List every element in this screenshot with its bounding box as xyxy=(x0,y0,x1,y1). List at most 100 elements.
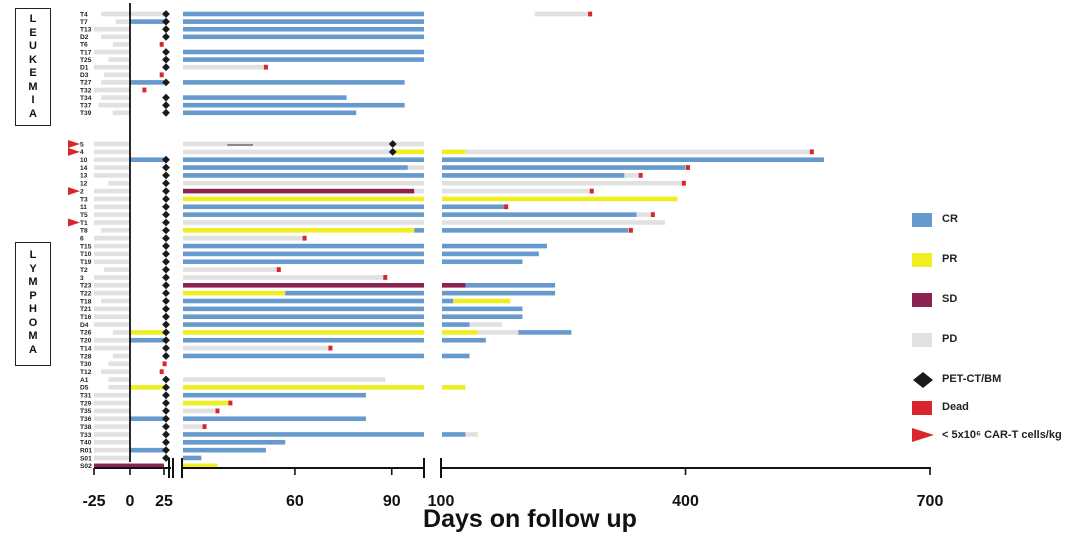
pet-marker-T35 xyxy=(162,407,170,415)
pre-bar-T31 xyxy=(94,392,130,398)
group-letter: M xyxy=(28,80,38,93)
pre-bar-S01 xyxy=(94,455,130,461)
group-letter: E xyxy=(29,67,37,79)
row-label-T20: T20 xyxy=(80,338,92,345)
legend-low-dose-icon xyxy=(912,428,934,442)
group-letter: A xyxy=(29,107,37,120)
legend-item-dead xyxy=(912,400,932,416)
pre-bar-T25 xyxy=(108,57,130,62)
bar-T7-CR-1 xyxy=(183,19,424,24)
pre-bar-T26 xyxy=(112,330,130,335)
pre-bar-T35 xyxy=(94,408,130,414)
bar-T15-CR-1 xyxy=(442,243,547,249)
pre-bar-11 xyxy=(94,204,130,210)
pre-bar-T5 xyxy=(94,212,130,217)
legend-swatch-pd xyxy=(912,333,932,347)
pet-marker-11 xyxy=(162,202,170,211)
dead-marker-T12 xyxy=(159,369,164,375)
row-label-D1: D1 xyxy=(80,65,89,72)
bar-T18-CR-1 xyxy=(442,298,454,304)
bar-T3-PR-1 xyxy=(442,196,678,202)
pet-marker-T1 xyxy=(162,218,170,227)
bar-T38-PD-0 xyxy=(183,424,205,429)
bar-S01-CR-0 xyxy=(183,455,202,461)
bar-D5-PR-2 xyxy=(442,385,466,390)
pet-marker-D5 xyxy=(162,383,170,392)
legend-label-pet: PET-CT/BM xyxy=(942,373,1002,385)
row-label-A1: A1 xyxy=(80,377,89,384)
pre-bar-14 xyxy=(94,165,130,170)
x-tick-label-60: 60 xyxy=(286,493,304,510)
x-tick-label-700: 700 xyxy=(917,493,944,510)
x-tick-label-0: 0 xyxy=(126,493,135,510)
row-label-13: 13 xyxy=(80,173,88,180)
bar-3-PD-0 xyxy=(183,275,386,280)
bar-T34-CR-0 xyxy=(183,95,347,100)
pet-marker-2 xyxy=(162,187,170,195)
x-tick-label-100: 100 xyxy=(428,493,455,510)
bar-13-PD-2 xyxy=(624,173,641,178)
pre-bar-D3 xyxy=(104,72,130,78)
row-label-T30: T30 xyxy=(80,361,92,368)
row-label-T32: T32 xyxy=(80,87,92,94)
legend-label-cr: CR xyxy=(942,213,958,225)
pet-marker-T2 xyxy=(162,265,170,274)
bar-T8-CR-2 xyxy=(442,228,629,233)
bar-4-PR-2 xyxy=(442,149,466,155)
dead-marker-14 xyxy=(685,165,690,170)
bar-10-CR-0 xyxy=(130,157,164,162)
row-label-T36: T36 xyxy=(80,416,92,423)
pet-marker-D2 xyxy=(162,32,170,41)
bar-T25-CR-0 xyxy=(183,57,424,62)
pet-marker-T16 xyxy=(162,312,170,321)
row-label-T8: T8 xyxy=(80,228,88,235)
dead-marker-T30 xyxy=(162,361,167,367)
legend-swatch-cr xyxy=(912,213,932,227)
pet-marker-T10 xyxy=(162,250,170,258)
group-letter: L xyxy=(29,13,37,25)
dead-marker-D1 xyxy=(263,64,268,70)
pet-marker-T23 xyxy=(162,281,170,290)
x-tick-label-400: 400 xyxy=(672,493,699,510)
pet-marker-T19 xyxy=(162,257,170,266)
pre-bar-T14 xyxy=(94,345,130,351)
bar-12-PD-1 xyxy=(442,180,684,186)
pet-marker-T26 xyxy=(162,328,170,337)
pre-bar-6 xyxy=(94,235,130,241)
pet-marker-T39 xyxy=(162,108,170,117)
bar-14-CR-2 xyxy=(442,165,686,170)
pre-bar-T32 xyxy=(94,87,130,93)
x-axis-title: Days on follow up xyxy=(423,505,637,533)
row-label-D5: D5 xyxy=(80,385,89,392)
bar-T5-CR-0 xyxy=(183,212,424,217)
pre-bar-T33 xyxy=(94,432,130,437)
row-label-T1: T1 xyxy=(80,220,88,227)
legend-item-lowdose xyxy=(912,428,936,444)
dead-marker-D3 xyxy=(159,72,164,78)
pre-bar-D2 xyxy=(101,34,130,40)
legend-swatch-dead xyxy=(912,401,932,415)
bar-T23-SD-0 xyxy=(183,283,424,288)
row-label-T14: T14 xyxy=(80,345,92,352)
row-label-10: 10 xyxy=(80,157,88,164)
legend-item-pd xyxy=(912,332,932,348)
bar-10-CR-1 xyxy=(183,157,424,162)
legend-label-dead: Dead xyxy=(942,401,969,413)
pre-bar-D5 xyxy=(108,385,130,390)
bar-11-CR-0 xyxy=(183,204,424,210)
bar-T21-CR-0 xyxy=(183,306,424,312)
row-label-T34: T34 xyxy=(80,95,92,102)
pre-bar-D1 xyxy=(94,64,130,70)
row-label-T28: T28 xyxy=(80,353,92,360)
bar-T18-CR-0 xyxy=(183,298,424,304)
row-label-12: 12 xyxy=(80,181,88,188)
bar-T33-PD-2 xyxy=(465,432,478,437)
row-label-T15: T15 xyxy=(80,243,92,250)
bar-T14-PD-0 xyxy=(183,345,331,351)
pet-marker-T8 xyxy=(162,226,170,235)
group-letter: K xyxy=(29,53,37,66)
bar-T23-SD-1 xyxy=(442,283,466,288)
bar-T16-CR-0 xyxy=(183,314,424,319)
dead-marker-T14 xyxy=(328,345,333,351)
dead-marker-T38 xyxy=(202,424,207,429)
